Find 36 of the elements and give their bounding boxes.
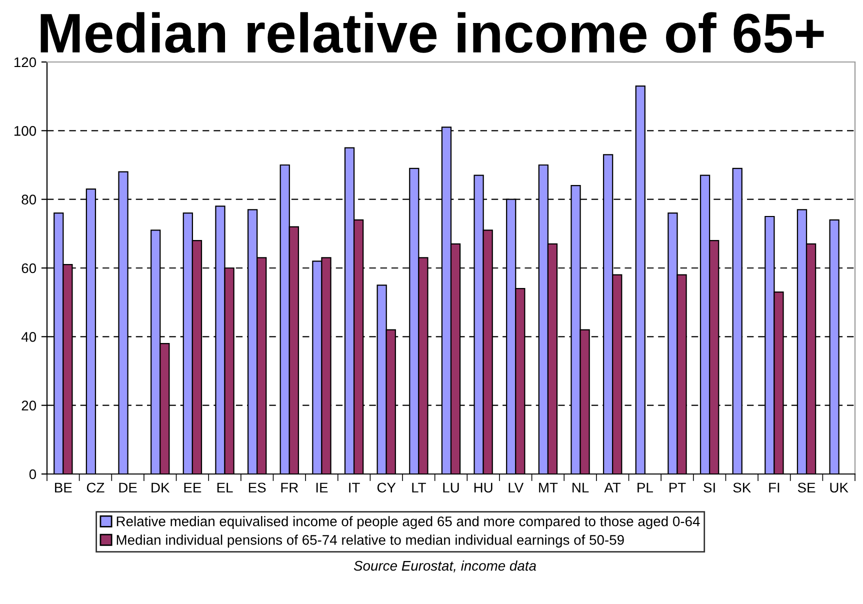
x-tick-label: FR — [281, 482, 298, 492]
x-tick-label: SE — [798, 482, 816, 493]
legend-label: Median individual pensions of 65-74 relative to median individual earnings of 50-59 — [116, 534, 624, 548]
y-tick-label: 0 — [29, 469, 36, 480]
chart-title: Median relative income of 65+ — [40, 12, 824, 53]
x-tick-label: FI — [769, 482, 780, 492]
x-tick-label: DE — [119, 482, 137, 492]
y-tick-label: 60 — [22, 263, 36, 274]
y-tick-label: 100 — [14, 126, 36, 136]
x-tick-label: HU — [474, 482, 492, 493]
x-tick-label: EL — [217, 482, 233, 492]
y-tick-label: 80 — [22, 194, 36, 205]
x-tick-label: IT — [349, 482, 360, 492]
x-tick-label: DK — [152, 482, 170, 492]
x-tick-label: EE — [184, 482, 202, 492]
legend-label: Relative median equivalised income of people aged 65 and more compared to those aged 0-64 — [116, 516, 700, 530]
x-tick-label: AT — [604, 482, 621, 492]
x-tick-label: PT — [670, 482, 686, 492]
x-tick-label: LV — [508, 482, 524, 492]
x-tick-label: NL — [572, 482, 589, 492]
x-tick-label: UK — [830, 482, 848, 493]
x-tick-label: BE — [55, 482, 72, 492]
x-tick-label: SK — [733, 482, 751, 493]
x-tick-label: PL — [638, 482, 653, 492]
y-tick-label: 20 — [22, 400, 36, 411]
source-note: Source Eurostat, income data — [354, 560, 536, 572]
x-tick-label: MT — [539, 482, 558, 492]
x-tick-label: CZ — [86, 482, 104, 493]
x-tick-label: LU — [443, 482, 459, 493]
x-tick-label: IE — [316, 482, 328, 492]
x-tick-label: CY — [377, 482, 396, 493]
x-tick-label: ES — [248, 482, 266, 493]
x-tick-label: LT — [412, 482, 426, 492]
y-tick-label: 120 — [14, 57, 36, 68]
x-tick-label: SI — [704, 482, 715, 493]
y-tick-label: 40 — [21, 332, 36, 342]
